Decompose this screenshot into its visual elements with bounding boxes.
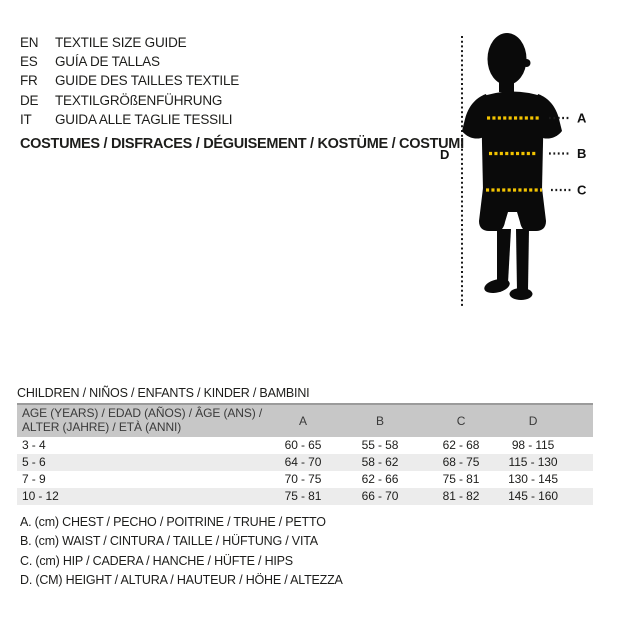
category-heading: COSTUMES / DISFRACES / DÉGUISEMENT / KOS… xyxy=(20,136,464,152)
legend-line-height: D. (CM) HEIGHT / ALTURA / HAUTEUR / HÖHE… xyxy=(20,572,343,587)
chest-range-cell: 75 - 81 xyxy=(284,489,322,503)
measurement-legend: A. (cm) CHEST / PECHO / POITRINE / TRUHE… xyxy=(20,513,343,590)
age-header-line2: ALTER (JAHRE) / ETÀ (ANNI) xyxy=(22,419,182,434)
language-label: TEXTILE SIZE GUIDE xyxy=(55,35,187,50)
age-cell: 3 - 4 xyxy=(22,438,46,452)
column-header-b: B xyxy=(376,413,384,428)
height-range-cell: 115 - 130 xyxy=(508,455,558,469)
legend-line-chest: A. (cm) CHEST / PECHO / POITRINE / TRUHE… xyxy=(20,515,326,529)
hip-range-cell: 68 - 75 xyxy=(442,455,480,469)
waist-range-cell: 62 - 66 xyxy=(361,472,399,486)
language-row-de: DE TEXTILGRÖßENFÜHRUNG xyxy=(20,91,239,110)
measure-label-b: B xyxy=(577,146,586,161)
chest-range-cell: 60 - 65 xyxy=(284,438,322,452)
chest-range-cell: 64 - 70 xyxy=(284,455,322,469)
language-label: TEXTILGRÖßENFÜHRUNG xyxy=(55,92,223,108)
height-range-cell: 98 - 115 xyxy=(511,438,555,452)
table-header-row: AGE (YEARS) / EDAD (AÑOS) / ÂGE (ANS) / … xyxy=(17,405,593,437)
age-header-cell: AGE (YEARS) / EDAD (AÑOS) / ÂGE (ANS) / … xyxy=(17,406,265,434)
hip-range-cell: 62 - 68 xyxy=(442,438,480,452)
table-row: 10 - 12 75 - 81 66 - 70 81 - 82 145 - 16… xyxy=(17,488,593,505)
waist-range-cell: 55 - 58 xyxy=(361,438,399,452)
column-header-d: D xyxy=(528,413,538,428)
waist-range-cell: 66 - 70 xyxy=(361,489,399,503)
age-cell: 7 - 9 xyxy=(22,472,46,486)
hip-range-cell: 81 - 82 xyxy=(442,489,480,503)
table-row: 7 - 9 70 - 75 62 - 66 75 - 81 130 - 145 xyxy=(17,471,593,488)
chest-range-cell: 70 - 75 xyxy=(284,472,322,486)
language-code: ES xyxy=(20,54,38,70)
measurement-diagram: D A B xyxy=(428,20,606,315)
column-header-a: A xyxy=(299,413,307,428)
measure-label-a: A xyxy=(577,111,587,126)
language-label: GUIDE DES TAILLES TEXTILE xyxy=(55,73,240,89)
table-section-title: CHILDREN / NIÑOS / ENFANTS / KINDER / BA… xyxy=(17,386,310,400)
column-header-c: C xyxy=(456,413,466,428)
language-code: EN xyxy=(20,35,39,50)
age-cell: 10 - 12 xyxy=(22,489,59,503)
legend-line-hip: C. (cm) HIP / CADERA / HANCHE / HÜFTE / … xyxy=(20,553,293,568)
child-silhouette-icon xyxy=(462,33,562,300)
language-label: GUÍA DE TALLAS xyxy=(55,54,160,70)
language-row-es: ES GUÍA DE TALLAS xyxy=(20,52,239,71)
height-range-cell: 130 - 145 xyxy=(508,472,558,486)
language-code: IT xyxy=(20,111,32,127)
measure-label-c: C xyxy=(577,183,587,198)
table-row: 3 - 4 60 - 65 55 - 58 62 - 68 98 - 115 xyxy=(17,437,593,454)
height-range-cell: 145 - 160 xyxy=(508,489,558,503)
language-row-fr: FR GUIDE DES TAILLES TEXTILE xyxy=(20,71,239,90)
size-table: AGE (YEARS) / EDAD (AÑOS) / ÂGE (ANS) / … xyxy=(17,403,593,505)
age-cell: 5 - 6 xyxy=(22,455,46,469)
age-header-line1: AGE (YEARS) / EDAD (AÑOS) / ÂGE (ANS) / xyxy=(22,406,263,420)
language-row-en: EN TEXTILE SIZE GUIDE xyxy=(20,33,239,52)
language-list: EN TEXTILE SIZE GUIDE ES GUÍA DE TALLAS … xyxy=(20,33,239,129)
waist-range-cell: 58 - 62 xyxy=(361,455,399,469)
language-code: DE xyxy=(20,92,39,108)
hip-range-cell: 75 - 81 xyxy=(442,472,480,486)
language-label: GUIDA ALLE TAGLIE TESSILI xyxy=(55,111,233,127)
table-row: 5 - 6 64 - 70 58 - 62 68 - 75 115 - 130 xyxy=(17,454,593,471)
measure-label-d: D xyxy=(440,147,449,162)
language-row-it: IT GUIDA ALLE TAGLIE TESSILI xyxy=(20,110,239,129)
legend-line-waist: B. (cm) WAIST / CINTURA / TAILLE / HÜFTU… xyxy=(20,534,318,549)
language-code: FR xyxy=(20,73,38,89)
